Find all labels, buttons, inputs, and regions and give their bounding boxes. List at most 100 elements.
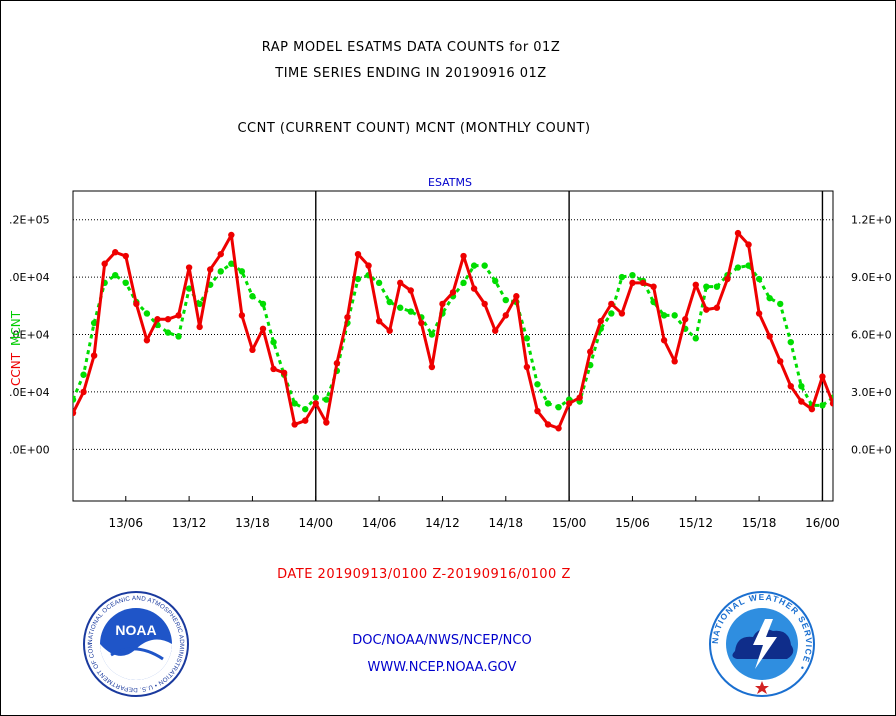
data-point-ccnt [196, 323, 203, 331]
footer-website-link[interactable]: WWW.NCEP.NOAA.GOV [367, 660, 517, 675]
x-tick-label: 13/18 [235, 516, 270, 530]
data-point-ccnt [397, 279, 404, 287]
data-point-ccnt [249, 346, 256, 354]
y-tick-label-left: .0E+04 [9, 386, 50, 399]
y-tick-label-right: 9.0E+0 [851, 271, 892, 284]
data-point-mcnt [660, 312, 668, 319]
chart-title-line-1: RAP MODEL ESATMS DATA COUNTS for 01Z [261, 40, 561, 55]
data-point-ccnt [333, 360, 341, 367]
data-point-mcnt [249, 293, 256, 300]
data-point-mcnt [112, 271, 119, 279]
data-point-ccnt [238, 312, 246, 319]
data-point-ccnt [682, 316, 689, 323]
data-point-ccnt [608, 300, 615, 308]
data-point-ccnt [787, 382, 794, 390]
data-point-ccnt [777, 358, 784, 365]
data-point-ccnt [597, 317, 604, 325]
data-point-mcnt [460, 279, 467, 287]
x-tick-label: 15/00 [552, 516, 587, 530]
data-point-ccnt [122, 252, 129, 260]
data-point-ccnt [544, 421, 552, 428]
data-point-mcnt [608, 310, 615, 317]
y-tick-label-left: .0E+00 [9, 443, 50, 456]
data-point-mcnt [523, 335, 531, 342]
y-tick-label-right: 1.2E+0 [851, 214, 892, 227]
data-point-mcnt [259, 300, 267, 308]
data-point-ccnt [745, 241, 752, 248]
data-point-ccnt [618, 310, 626, 317]
y-tick-label-right: 6.0E+0 [851, 329, 892, 342]
data-point-ccnt [312, 400, 319, 407]
data-point-mcnt [470, 262, 478, 269]
data-point-ccnt [660, 337, 668, 344]
data-point-mcnt [734, 264, 742, 271]
data-point-ccnt [671, 358, 678, 365]
data-point-mcnt [375, 279, 383, 287]
data-point-ccnt [470, 285, 478, 292]
data-point-ccnt [692, 281, 699, 288]
x-tick-label: 14/12 [425, 516, 460, 530]
data-point-mcnt [555, 404, 562, 411]
data-point-ccnt [576, 394, 583, 401]
data-point-ccnt [407, 287, 414, 294]
data-point-mcnt [354, 275, 362, 283]
data-point-mcnt [502, 296, 509, 304]
data-point-ccnt [143, 337, 151, 344]
data-point-ccnt [481, 300, 488, 308]
data-point-mcnt [713, 283, 721, 290]
data-point-ccnt [280, 369, 288, 376]
data-point-mcnt [481, 262, 488, 269]
data-point-mcnt [73, 396, 77, 403]
data-point-mcnt [692, 335, 699, 342]
data-point-mcnt [407, 308, 414, 315]
data-point-mcnt [80, 371, 87, 378]
data-point-ccnt [80, 388, 87, 396]
data-point-ccnt [565, 400, 573, 407]
data-point-mcnt [618, 273, 626, 281]
data-point-ccnt [73, 409, 77, 417]
data-point-ccnt [207, 266, 214, 273]
data-point-mcnt [787, 338, 794, 346]
data-point-mcnt [302, 405, 309, 413]
data-point-mcnt [217, 268, 224, 275]
data-point-ccnt [492, 327, 499, 334]
data-point-ccnt [302, 417, 309, 424]
date-range-label: DATE 20190913/0100 Z-20190916/0100 Z [277, 567, 571, 582]
data-point-ccnt [428, 363, 436, 371]
data-point-mcnt [629, 271, 636, 279]
data-point-ccnt [829, 400, 833, 407]
x-tick-label: 14/06 [362, 516, 397, 530]
data-point-ccnt [418, 319, 425, 327]
data-point-ccnt [439, 300, 446, 308]
data-point-ccnt [291, 421, 298, 428]
data-point-mcnt [122, 279, 129, 287]
data-point-ccnt [386, 327, 393, 334]
data-point-mcnt [755, 275, 763, 283]
data-point-ccnt [164, 316, 172, 323]
data-point-ccnt [755, 310, 763, 317]
data-point-ccnt [502, 312, 509, 319]
data-point-ccnt [523, 363, 531, 371]
data-point-mcnt [238, 268, 246, 275]
data-point-ccnt [587, 348, 594, 355]
data-point-ccnt [344, 314, 351, 321]
chart-title-line-3: CCNT (CURRENT COUNT) MCNT (MONTHLY COUNT… [237, 121, 591, 136]
x-tick-label: 15/18 [742, 516, 777, 530]
data-point-ccnt [354, 250, 362, 258]
data-point-ccnt [534, 407, 541, 415]
data-point-mcnt [270, 338, 277, 346]
footer-org-link[interactable]: DOC/NOAA/NWS/NCEP/NCO [352, 633, 532, 648]
plot-area: .0E+00 0.0E+0 .0E+04 3.0E+0 .0E+04 6.0E+0 .0E+… [9, 176, 892, 530]
data-point-mcnt [703, 283, 710, 290]
data-point-mcnt [185, 285, 193, 292]
data-point-mcnt [175, 333, 182, 340]
series-line-ccnt [73, 231, 833, 430]
x-tick-label: 13/12 [172, 516, 207, 530]
data-point-ccnt [365, 262, 372, 269]
data-point-ccnt [323, 419, 330, 426]
nws-logo: NATIONAL WEATHER SERVICE • [709, 591, 815, 697]
data-point-ccnt [375, 317, 383, 325]
data-point-mcnt [143, 310, 151, 317]
x-tick-label: 15/06 [615, 516, 650, 530]
x-tick-label: 13/06 [108, 516, 143, 530]
